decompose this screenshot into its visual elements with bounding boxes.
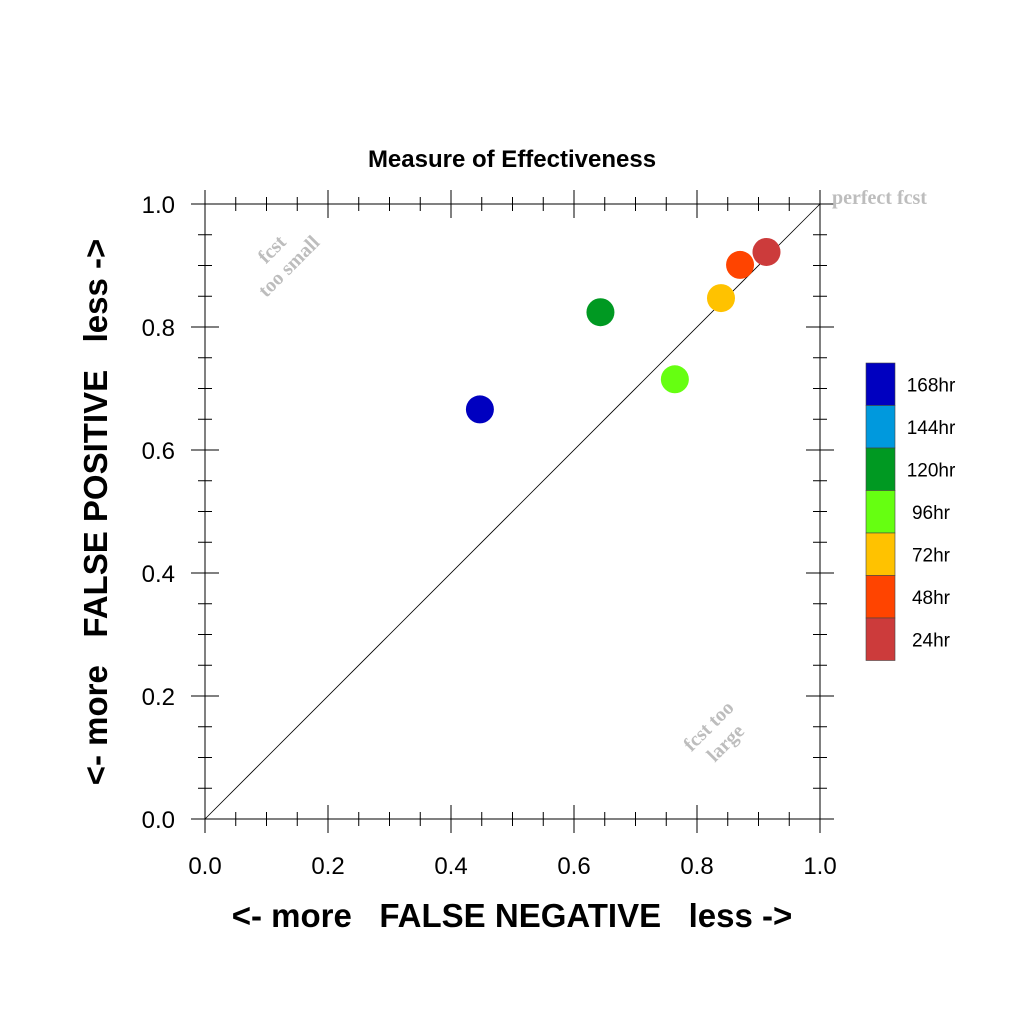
x-tick-label: 0.8 (680, 853, 713, 880)
legend: 168hr 144hr 120hr 96hr 72hr 48hr 24hr (865, 362, 956, 661)
legend-swatch-48hr (865, 575, 896, 619)
legend-label-48hr: 48hr (912, 588, 951, 609)
tick-labels: 0.0 0.2 0.4 0.6 0.8 1.0 0.0 0.2 0.4 0.6 0.8 1.0 (142, 192, 837, 880)
x-tick-label: 0.6 (557, 853, 590, 880)
perfect-fcst-annotation: perfect fcst (832, 187, 927, 209)
legend-swatch-24hr (865, 617, 896, 661)
fcst-too-large-annotation: fcst too large (679, 697, 749, 767)
x-axis-label: <- more FALSE NEGATIVE less -> (232, 897, 793, 934)
legend-label-24hr: 24hr (912, 630, 951, 651)
y-tick-label: 0.2 (142, 684, 175, 711)
legend-label-168hr: 168hr (907, 375, 956, 396)
y-tick-label: 1.0 (142, 192, 175, 219)
legend-swatch-168hr (865, 362, 896, 406)
y-tick-label: 0.8 (142, 315, 175, 342)
legend-label-96hr: 96hr (912, 503, 951, 524)
data-point-96hr (660, 365, 689, 394)
legend-swatch-72hr (865, 532, 896, 576)
legend-label-144hr: 144hr (907, 418, 956, 439)
data-point-72hr (706, 284, 735, 313)
x-tick-label: 0.2 (311, 853, 344, 880)
x-tick-label: 0.0 (188, 853, 221, 880)
x-tick-label: 0.4 (434, 853, 467, 880)
legend-swatch-120hr (865, 447, 896, 491)
axis-ticks (191, 190, 834, 833)
legend-label-72hr: 72hr (912, 545, 951, 566)
data-point-48hr (726, 250, 755, 279)
legend-swatch-96hr (865, 490, 896, 534)
y-axis-label: <- more FALSE POSITIVE less -> (77, 239, 114, 786)
y-tick-label: 0.6 (142, 438, 175, 465)
y-tick-label: 0.0 (142, 807, 175, 834)
chart-title: Measure of Effectiveness (368, 146, 656, 173)
scatter-points (465, 237, 781, 424)
data-point-120hr (586, 298, 615, 327)
x-tick-label: 1.0 (803, 853, 836, 880)
data-point-168hr (465, 395, 494, 424)
data-point-24hr (752, 237, 781, 266)
legend-swatch-144hr (865, 405, 896, 449)
legend-label-120hr: 120hr (907, 460, 956, 481)
y-tick-label: 0.4 (142, 561, 175, 588)
fcst-too-small-annotation: fcst too small (254, 231, 325, 302)
